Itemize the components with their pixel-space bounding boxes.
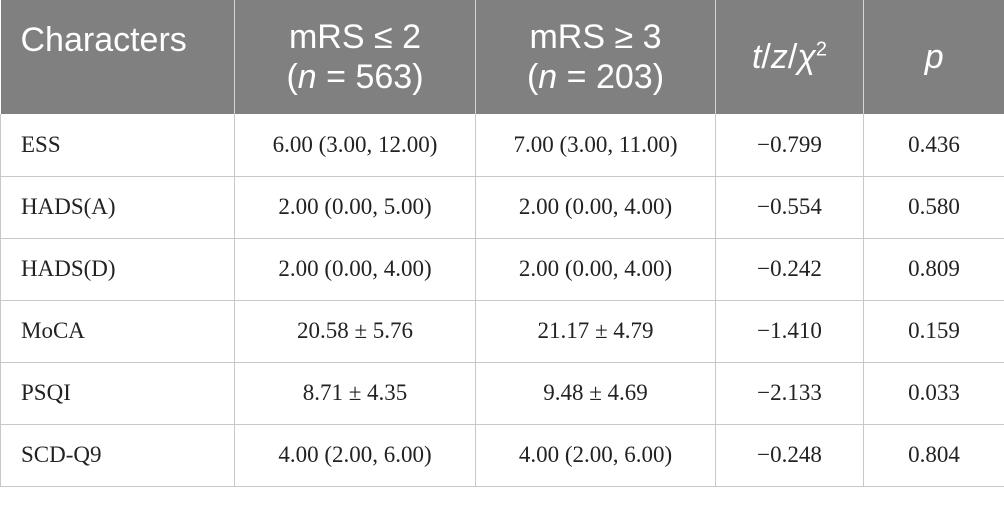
header-p: p [864,0,1004,114]
cell-statistic: −2.133 [715,362,864,425]
header-mrs-high-n-var: n [538,58,558,96]
cell-characteristic: HADS(D) [0,238,235,301]
cell-characteristic: HADS(A) [0,176,235,239]
cell-statistic: −0.248 [715,424,864,487]
table-row: ESS 6.00 (3.00, 12.00) 7.00 (3.00, 11.00… [0,114,1004,177]
header-stat-chi: χ [797,38,816,76]
cell-statistic: −0.554 [715,176,864,239]
header-mrs-low-n: = 563) [316,58,424,96]
table-header: Characters mRS ≤ 2 (n = 563) mRS ≥ 3 (n … [0,0,1004,114]
cell-p-value: 0.580 [863,176,1004,239]
table-row: HADS(A) 2.00 (0.00, 5.00) 2.00 (0.00, 4.… [0,176,1004,239]
cell-mrs-high: 21.17 ± 4.79 [475,300,716,363]
table-body: ESS 6.00 (3.00, 12.00) 7.00 (3.00, 11.00… [0,114,1004,487]
cell-statistic: −0.799 [715,114,864,177]
cell-mrs-low: 8.71 ± 4.35 [234,362,476,425]
cell-mrs-high: 2.00 (0.00, 4.00) [475,176,716,239]
cell-p-value: 0.436 [863,114,1004,177]
header-row: Characters mRS ≤ 2 (n = 563) mRS ≥ 3 (n … [0,0,1004,114]
cell-p-value: 0.804 [863,424,1004,487]
header-stat-z: z [770,38,788,76]
table-row: HADS(D) 2.00 (0.00, 4.00) 2.00 (0.00, 4.… [0,238,1004,301]
cell-p-value: 0.033 [863,362,1004,425]
cell-statistic: −0.242 [715,238,864,301]
header-mrs-low: mRS ≤ 2 (n = 563) [234,0,476,114]
table-row: PSQI 8.71 ± 4.35 9.48 ± 4.69 −2.133 0.03… [0,362,1004,425]
cell-p-value: 0.159 [863,300,1004,363]
cell-mrs-high: 4.00 (2.00, 6.00) [475,424,716,487]
cell-characteristic: PSQI [0,362,235,425]
cell-mrs-low: 20.58 ± 5.76 [234,300,476,363]
header-mrs-low-n-var: n [297,58,317,96]
cell-characteristic: ESS [0,114,235,177]
cell-characteristic: SCD-Q9 [0,424,235,487]
cell-mrs-low: 6.00 (3.00, 12.00) [234,114,476,177]
header-characters: Characters [0,0,235,114]
cell-p-value: 0.809 [863,238,1004,301]
cell-mrs-high: 7.00 (3.00, 11.00) [475,114,716,177]
cell-mrs-high: 2.00 (0.00, 4.00) [475,238,716,301]
table-row: MoCA 20.58 ± 5.76 21.17 ± 4.79 −1.410 0.… [0,300,1004,363]
header-mrs-low-label: mRS ≤ 2 [288,18,421,56]
table-row: SCD-Q9 4.00 (2.00, 6.00) 4.00 (2.00, 6.0… [0,424,1004,487]
cell-mrs-high: 9.48 ± 4.69 [475,362,716,425]
cell-characteristic: MoCA [0,300,235,363]
comparison-table: Characters mRS ≤ 2 (n = 563) mRS ≥ 3 (n … [0,0,1004,487]
header-p-label: p [924,38,944,76]
header-stat-sup: 2 [815,38,828,61]
header-statistic: t/z/χ2 [715,0,864,114]
header-mrs-high-label: mRS ≥ 3 [529,18,662,56]
cell-statistic: −1.410 [715,300,864,363]
cell-mrs-low: 2.00 (0.00, 5.00) [234,176,476,239]
header-mrs-high: mRS ≥ 3 (n = 203) [475,0,716,114]
cell-mrs-low: 4.00 (2.00, 6.00) [234,424,476,487]
header-mrs-high-n: = 203) [557,58,665,96]
cell-mrs-low: 2.00 (0.00, 4.00) [234,238,476,301]
header-stat-t: t [751,38,762,76]
